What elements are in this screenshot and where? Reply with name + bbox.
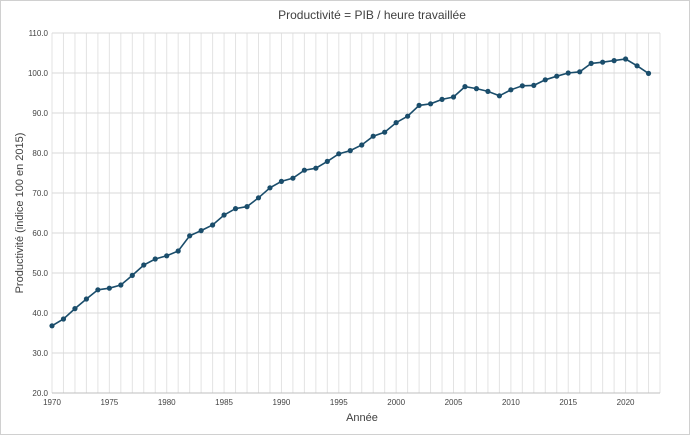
data-point	[324, 158, 330, 164]
data-point	[106, 285, 112, 291]
x-axis-label: Année	[346, 412, 378, 424]
data-point	[416, 102, 422, 108]
data-point	[370, 133, 376, 139]
data-point	[393, 120, 399, 126]
data-point	[405, 113, 411, 119]
data-point	[554, 73, 560, 79]
data-point	[198, 228, 204, 234]
data-point	[301, 167, 307, 173]
data-point	[519, 83, 525, 89]
data-point	[244, 204, 250, 210]
data-point	[267, 185, 273, 191]
y-tick-label: 30.0	[32, 349, 48, 358]
data-point	[577, 69, 583, 75]
data-point	[210, 222, 216, 228]
data-point	[164, 253, 170, 259]
data-point	[83, 296, 90, 302]
x-tick-label: 2005	[445, 398, 463, 407]
data-point	[565, 70, 571, 76]
data-point	[508, 87, 514, 93]
data-point	[588, 60, 594, 66]
x-tick-label: 1985	[215, 398, 233, 407]
data-point	[531, 82, 537, 88]
y-tick-label: 60.0	[32, 229, 48, 238]
data-point	[622, 56, 629, 62]
y-tick-label: 110.0	[29, 29, 49, 38]
data-point	[542, 77, 548, 83]
y-axis-label: Productivité (indice 100 en 2015)	[14, 133, 26, 294]
x-tick-label: 2020	[617, 398, 635, 407]
x-tick-label: 1980	[158, 398, 176, 407]
x-tick-label: 2010	[502, 398, 520, 407]
y-tick-label: 40.0	[32, 309, 48, 318]
x-tick-label: 2000	[387, 398, 405, 407]
data-point	[221, 212, 227, 218]
data-point	[359, 142, 365, 148]
chart-title: Productivité = PIB / heure travaillée	[278, 8, 466, 22]
data-point	[462, 84, 468, 90]
y-tick-labels: 20.0 30.0 40.0 50.0 60.0 70.0 80.0 90.0 100.0 110…	[28, 29, 49, 398]
data-point	[60, 316, 67, 322]
x-tick-label: 1995	[330, 398, 348, 407]
data-point	[95, 287, 101, 293]
x-tick-label: 2015	[559, 398, 577, 407]
data-point	[336, 151, 342, 157]
data-point	[347, 148, 353, 154]
data-point	[439, 96, 445, 102]
x-tick-labels: 1970 1975 1980 1985 1990 1995 2000 2005 2010 2015…	[43, 398, 635, 407]
data-point	[129, 272, 135, 278]
data-point	[255, 195, 262, 201]
data-point	[141, 262, 147, 268]
data-point	[496, 93, 502, 99]
data-point	[118, 282, 124, 288]
data-point	[634, 63, 640, 69]
data-point	[72, 306, 78, 312]
y-tick-label: 70.0	[32, 189, 48, 198]
data-point	[473, 86, 480, 92]
series-group	[49, 56, 652, 329]
y-tick-label: 100.0	[28, 69, 49, 78]
y-tick-label: 50.0	[32, 269, 48, 278]
data-point	[187, 233, 193, 239]
x-tick-label: 1975	[100, 398, 118, 407]
gridlines	[51, 32, 661, 394]
y-tick-label: 80.0	[32, 149, 48, 158]
data-point	[450, 94, 457, 100]
data-point	[290, 175, 296, 181]
x-tick-label: 1970	[43, 398, 61, 407]
data-point	[49, 323, 55, 329]
data-point	[152, 256, 158, 262]
data-point	[175, 248, 181, 254]
data-point	[485, 88, 491, 94]
data-point	[232, 206, 239, 212]
x-tick-label: 1990	[273, 398, 291, 407]
data-point	[382, 129, 388, 135]
data-point	[313, 165, 319, 171]
data-point	[278, 178, 285, 184]
data-point	[645, 70, 652, 76]
data-point	[600, 59, 606, 65]
y-tick-label: 90.0	[32, 109, 48, 118]
data-point	[611, 58, 617, 64]
data-point	[427, 101, 434, 107]
y-tick-label: 20.0	[32, 389, 48, 398]
